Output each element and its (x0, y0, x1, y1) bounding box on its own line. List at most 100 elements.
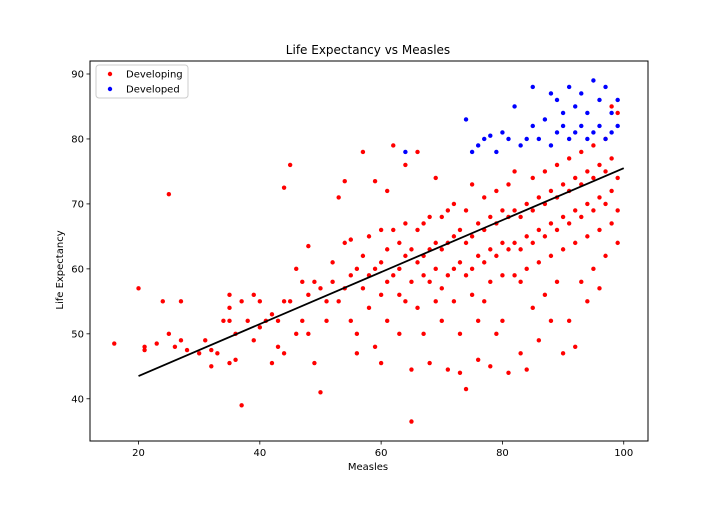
developing-point (251, 338, 256, 343)
developing-point (360, 149, 366, 155)
developing-point (475, 357, 481, 362)
developing-point (294, 266, 299, 272)
developed-point (524, 136, 529, 142)
developing-point (178, 338, 184, 343)
developing-point (591, 208, 596, 213)
developing-point (548, 188, 554, 194)
developing-point (421, 221, 426, 226)
developing-point (463, 208, 469, 213)
developed-point (548, 143, 554, 148)
developing-point (227, 305, 232, 311)
developed-point (494, 149, 499, 155)
developed-point (573, 130, 578, 135)
developing-point (239, 299, 244, 304)
plot-frame (89, 60, 649, 442)
x-axis-label: Measles (348, 462, 388, 473)
y-axis: 40 50 60 70 80 90 (71, 69, 90, 405)
developing-point (445, 273, 451, 278)
developing-point (451, 201, 457, 207)
developing-point (112, 341, 117, 346)
developing-point (403, 162, 408, 168)
developing-point (275, 318, 281, 324)
developing-point (354, 266, 360, 272)
developing-point (312, 360, 317, 366)
developing-point (391, 227, 396, 233)
developing-point (463, 273, 469, 278)
developing-point (354, 331, 360, 337)
developed-point (615, 97, 620, 103)
developing-point (397, 331, 402, 337)
developing-point (500, 273, 505, 278)
y-tick-label: 90 (71, 69, 84, 80)
developing-point (160, 299, 165, 304)
developed-point (585, 136, 590, 142)
developing-point (227, 360, 232, 366)
developing-point (257, 299, 263, 304)
developing-point (372, 266, 378, 272)
x-tick-label: 40 (253, 448, 266, 459)
developing-point (445, 208, 451, 213)
developing-point (366, 234, 372, 239)
plot-area (90, 61, 648, 441)
developing-point (591, 143, 596, 148)
developed-point (518, 143, 523, 148)
developing-point (573, 175, 578, 181)
developing-point (385, 279, 390, 285)
developing-point (609, 221, 614, 226)
y-tick-label: 80 (71, 134, 84, 145)
developed-point (603, 84, 608, 90)
points-layer (112, 78, 620, 424)
y-axis-label: Life Expectancy (55, 230, 66, 309)
developing-point (542, 292, 548, 298)
developing-point (482, 299, 487, 304)
legend-box (95, 64, 189, 99)
developing-point (518, 279, 523, 285)
developing-point (403, 221, 408, 226)
developed-point (530, 84, 535, 90)
developing-point (548, 221, 554, 226)
developing-point (506, 370, 511, 375)
developing-point (603, 253, 608, 259)
developing-point (469, 266, 475, 272)
developing-point (457, 331, 463, 337)
developing-point (512, 273, 517, 278)
developing-point (615, 208, 620, 213)
developing-point (269, 312, 275, 317)
developing-point (348, 273, 353, 278)
developing-point (500, 318, 505, 324)
developing-point (585, 234, 590, 239)
developing-point (500, 208, 505, 213)
developing-point (385, 318, 390, 324)
developing-point (372, 178, 378, 184)
developing-point (585, 201, 590, 207)
developing-point (366, 305, 372, 311)
trend-line (138, 167, 625, 377)
developing-point (560, 182, 566, 187)
developing-point (209, 364, 214, 369)
developed-point (542, 117, 548, 122)
developing-point (585, 169, 590, 174)
developing-point (136, 286, 141, 291)
developed-point (579, 91, 584, 96)
developed-point (403, 149, 408, 155)
developing-point (409, 419, 414, 424)
developing-point (615, 175, 620, 181)
developing-point (227, 292, 232, 298)
developed-point (469, 149, 475, 155)
developing-point (409, 367, 414, 372)
developed-point (597, 123, 602, 129)
developing-point (451, 299, 457, 304)
developing-point (415, 227, 420, 233)
developing-point (397, 240, 402, 246)
developing-point (142, 347, 147, 353)
developing-point (336, 299, 341, 304)
developing-point (524, 266, 529, 272)
developing-point (281, 299, 287, 304)
developing-point (439, 318, 444, 324)
legend-label-developing: Developing (126, 70, 183, 81)
developing-point (281, 185, 287, 190)
developing-point (445, 367, 451, 372)
developing-point (397, 266, 402, 272)
